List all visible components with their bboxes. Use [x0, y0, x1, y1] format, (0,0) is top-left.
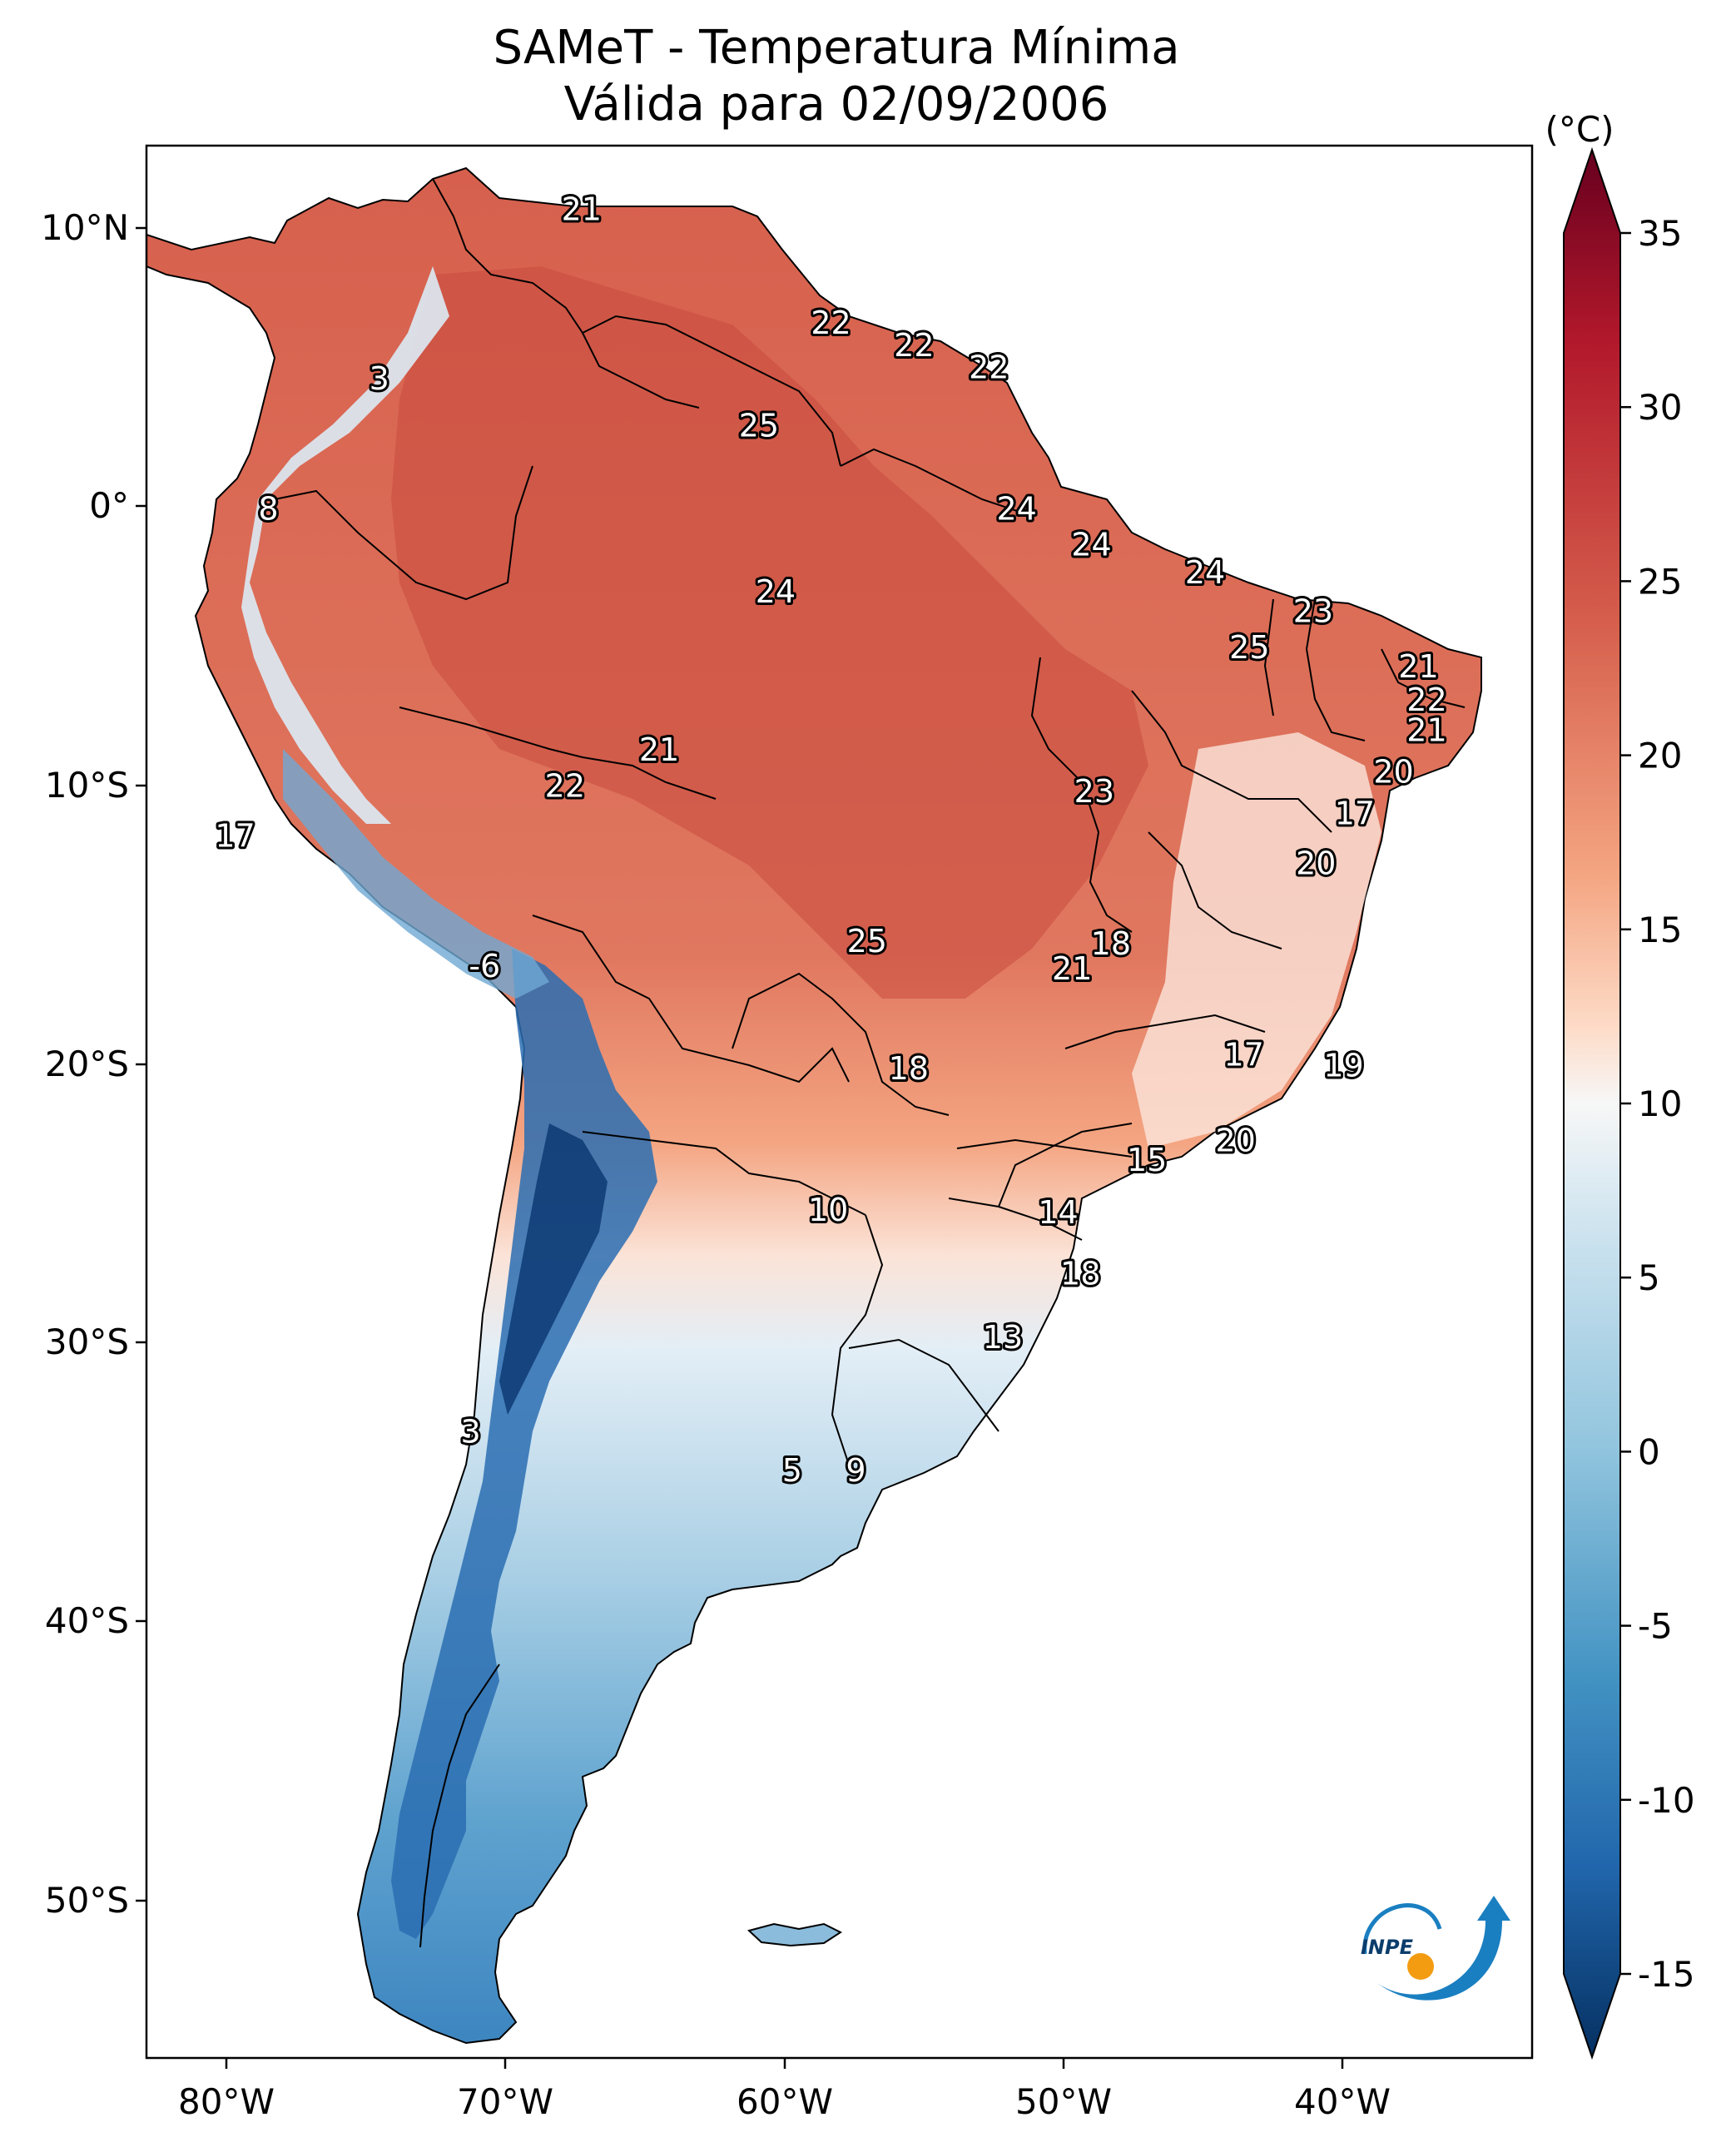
colorbar-tick-label: -5 [1638, 1606, 1673, 1647]
lat-label: 20°S [45, 1044, 129, 1084]
contour-label: 25 [739, 407, 779, 444]
contour-label: 20 [1216, 1123, 1256, 1159]
contour-label: 18 [1091, 925, 1131, 962]
contour-label: 22 [545, 767, 585, 804]
falkland-islands [746, 1922, 843, 1947]
colorbar-body [1563, 146, 1621, 2060]
colorbar-tick-label: 15 [1638, 910, 1682, 950]
colorbar-tick-label: 5 [1638, 1257, 1660, 1298]
contour-label: 21 [1052, 950, 1092, 987]
peru-andes-cold [283, 749, 549, 999]
contour-label: 22 [1406, 682, 1446, 718]
contour-label: 14 [1038, 1194, 1078, 1231]
lon-label: 60°W [737, 2081, 833, 2122]
contour-label: 20 [1296, 845, 1336, 882]
contour-label: 9 [846, 1452, 866, 1489]
contour-label: 24 [1071, 527, 1111, 563]
contour-label: 22 [811, 305, 851, 341]
logo-text: INPE [1361, 1936, 1414, 1959]
contour-label: 3 [461, 1413, 481, 1450]
title-line-2: Válida para 02/09/2006 [563, 77, 1109, 131]
contour-label: 24 [1185, 554, 1225, 591]
lat-label: 30°S [45, 1321, 129, 1362]
contour-label: 21 [1406, 712, 1446, 749]
andes-coldest-core [499, 1123, 608, 1415]
contour-label: 13 [983, 1319, 1023, 1356]
contour-label: 23 [1293, 593, 1333, 630]
map-title: SAMeT - Temperatura Mínima Válida para 0… [141, 20, 1531, 133]
lon-label: 50°W [1015, 2081, 1112, 2122]
logo-dot [1407, 1953, 1434, 1980]
contour-label: 21 [639, 731, 679, 768]
colorbar-unit: (°C) [1545, 109, 1614, 150]
logo-arrow [1377, 1896, 1510, 2001]
contour-label: 15 [1127, 1142, 1167, 1178]
contour-label: 17 [1335, 796, 1375, 832]
contour-label: 22 [969, 349, 1009, 385]
colorbar-tick-label: 35 [1638, 213, 1682, 254]
lon-label: 80°W [178, 2081, 275, 2122]
contour-label: 18 [1060, 1255, 1100, 1292]
colorbar-tick-label: 25 [1638, 561, 1682, 602]
axis-ticks [136, 226, 1344, 2069]
colorbar-tick-label: -15 [1638, 1954, 1695, 1995]
contour-label: 17 [1224, 1036, 1264, 1073]
contour-label: -6 [469, 948, 500, 984]
contour-label: 5 [782, 1452, 802, 1489]
lat-labels: 10°N 0° 10°S 20°S 30°S 40°S 50°S [41, 207, 129, 1921]
logo-swirl [1362, 1903, 1442, 1955]
contour-label: 8 [258, 490, 278, 527]
colorbar: 35 30 25 20 15 10 5 0 -5 -10 -15 (°C) [1545, 109, 1695, 2060]
contour-label: 21 [1398, 648, 1438, 685]
colorbar-tick-label: 0 [1638, 1431, 1660, 1472]
contour-label: 20 [1373, 754, 1413, 791]
northern-andes-cold [241, 266, 449, 824]
lon-label: 70°W [457, 2081, 553, 2122]
colorbar-tick-label: 10 [1638, 1083, 1682, 1124]
contour-label: 22 [894, 327, 934, 364]
contour-label: 24 [996, 490, 1036, 527]
lat-label: 10°S [45, 765, 129, 806]
lon-labels: 80°W 70°W 60°W 50°W 40°W [178, 2081, 1391, 2122]
lat-label: 50°S [45, 1880, 129, 1921]
lat-label: 10°N [41, 207, 129, 248]
hot-zone [391, 266, 1148, 999]
contour-label: 24 [756, 573, 796, 610]
country-borders [274, 178, 1466, 1948]
colorbar-tick-label: -10 [1638, 1780, 1695, 1821]
lon-label: 40°W [1294, 2081, 1391, 2122]
colorbar-tick-label: 30 [1638, 387, 1682, 428]
contour-label: 17 [215, 817, 255, 854]
lat-label: 0° [89, 485, 129, 526]
contour-label: 10 [808, 1192, 848, 1228]
contour-label: 25 [847, 923, 887, 959]
contour-label: 19 [1323, 1048, 1363, 1084]
contour-label: 21 [562, 191, 602, 228]
contour-label: 23 [1074, 773, 1114, 810]
contour-label: 18 [889, 1050, 929, 1087]
title-line-1: SAMeT - Temperatura Mínima [493, 21, 1180, 75]
inpe-logo: INPE [1361, 1896, 1510, 2001]
map-frame [145, 144, 1534, 2060]
colorbar-tick-label: 20 [1638, 736, 1682, 776]
lat-label: 40°S [45, 1600, 129, 1641]
contour-label: 3 [370, 360, 389, 397]
contour-label: 25 [1229, 629, 1269, 666]
